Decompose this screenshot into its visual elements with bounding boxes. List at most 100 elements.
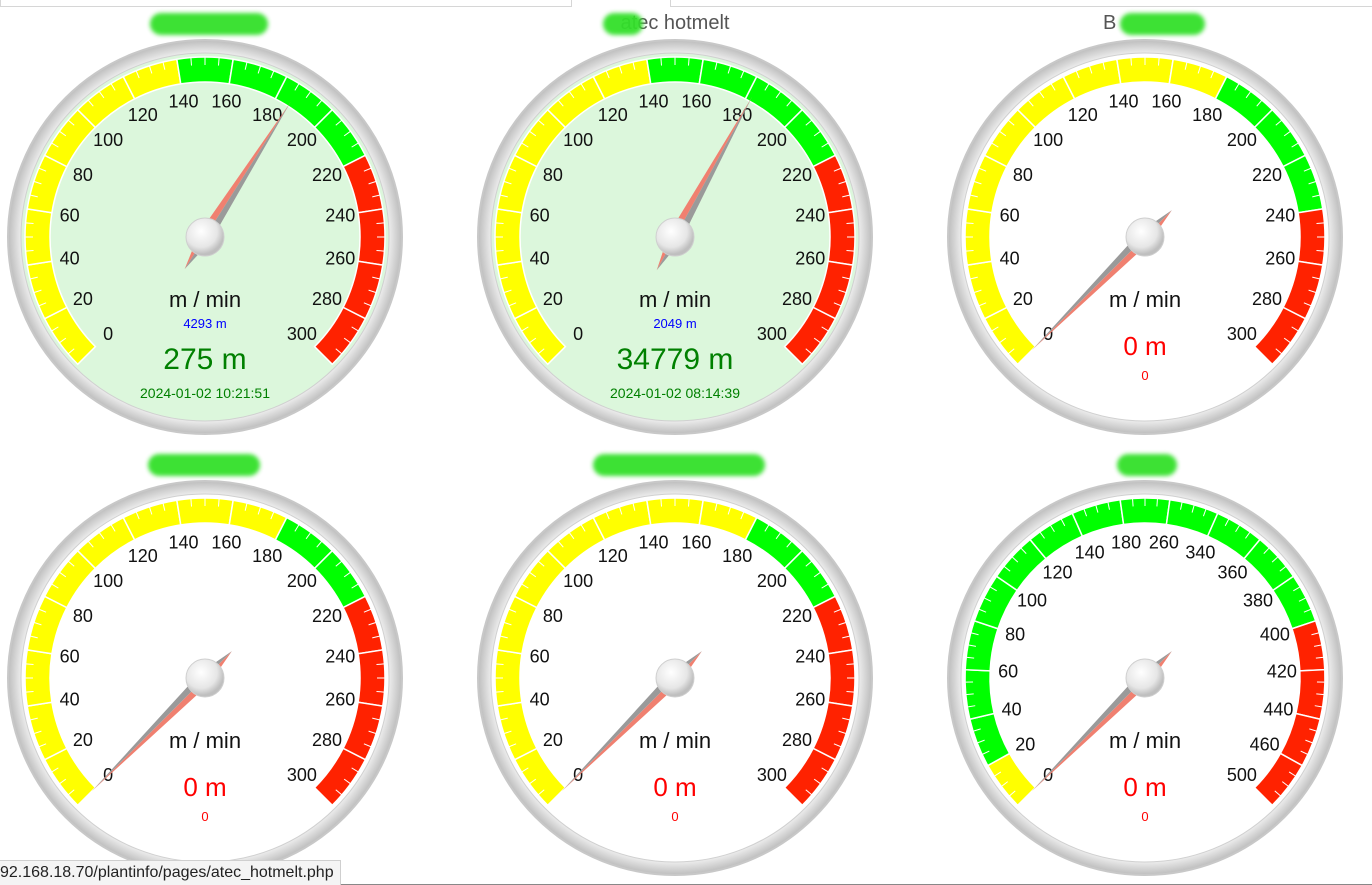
redaction-blur	[593, 454, 765, 476]
minor-tick	[813, 778, 821, 785]
minor-tick	[786, 99, 793, 107]
minor-tick	[98, 532, 105, 540]
minor-tick	[335, 119, 343, 126]
minor-tick	[805, 348, 813, 355]
minor-tick	[135, 70, 140, 79]
unit-label: m / min	[639, 287, 711, 312]
minor-tick	[25, 249, 34, 252]
minor-tick	[495, 222, 504, 225]
tick-label: 180	[722, 546, 752, 566]
tick-label: 140	[639, 533, 669, 553]
minor-tick	[1102, 61, 1106, 70]
minor-tick	[605, 511, 610, 520]
minor-tick	[632, 61, 636, 70]
minor-tick	[775, 532, 782, 540]
minor-tick	[59, 130, 67, 137]
minor-tick	[714, 502, 718, 511]
minor-tick	[51, 326, 59, 332]
minor-tick	[29, 276, 38, 280]
needle-half-light	[184, 101, 291, 270]
tick-label: 260	[795, 248, 825, 268]
minor-tick	[991, 142, 999, 148]
main-value: 0 m	[183, 772, 226, 802]
tick-label: 400	[1260, 624, 1290, 644]
main-value: 0 m	[1123, 772, 1166, 802]
minor-tick	[38, 167, 47, 172]
status-bar-url: 92.168.18.70/plantinfo/pages/atec_hotmel…	[0, 860, 341, 885]
minor-tick	[833, 302, 842, 307]
minor-tick	[1011, 556, 1019, 563]
minor-tick	[1300, 750, 1309, 755]
minor-tick	[568, 532, 575, 540]
tick-label: 20	[543, 730, 563, 750]
tick-label: 260	[1265, 248, 1295, 268]
minor-tick	[363, 302, 372, 307]
minor-tick	[351, 767, 359, 773]
minor-tick	[1008, 790, 1016, 797]
minor-tick	[29, 194, 38, 198]
minor-tick	[508, 743, 517, 748]
minor-tick	[499, 194, 508, 198]
minor-tick	[33, 289, 42, 294]
minor-tick	[335, 789, 343, 796]
minor-tick	[1235, 524, 1241, 533]
needle-hub	[1125, 658, 1165, 698]
minor-tick	[1234, 83, 1240, 91]
tick-label: 220	[1252, 165, 1282, 185]
minor-tick	[87, 99, 94, 107]
minor-tick	[1245, 91, 1252, 99]
redaction-blur	[1117, 454, 1177, 476]
minor-tick	[967, 644, 977, 647]
minor-tick	[257, 65, 262, 74]
minor-tick	[376, 249, 385, 252]
minor-tick	[969, 194, 978, 198]
tick-label: 140	[169, 533, 199, 553]
minor-tick	[363, 743, 372, 748]
tick-label: 180	[1111, 532, 1141, 552]
minor-tick	[368, 621, 377, 626]
tick-label: 240	[325, 647, 355, 667]
minor-tick	[503, 621, 512, 626]
minor-tick	[1191, 504, 1195, 513]
tick-label: 60	[60, 647, 80, 667]
minor-tick	[838, 180, 847, 185]
scale-band-segment	[313, 306, 367, 366]
minor-tick	[1050, 83, 1056, 91]
minor-tick	[1303, 167, 1312, 172]
minor-tick	[537, 348, 545, 355]
minor-tick	[1039, 531, 1045, 539]
scale-band-segment	[313, 747, 367, 807]
minor-tick	[343, 337, 351, 344]
tick-label: 300	[757, 324, 787, 344]
minor-tick	[33, 180, 42, 185]
unit-label: m / min	[169, 728, 241, 753]
minor-tick	[991, 326, 999, 332]
gauge-bezel-ring	[477, 480, 873, 876]
minor-tick	[1283, 130, 1291, 137]
minor-tick	[343, 571, 351, 578]
minor-tick	[687, 57, 690, 66]
tick-label: 20	[543, 289, 563, 309]
tick-label: 460	[1250, 735, 1280, 755]
tick-label: 20	[1013, 289, 1033, 309]
sub-value: 0	[1141, 368, 1148, 383]
tick-label: 300	[287, 765, 317, 785]
scale-band-segment	[783, 306, 837, 366]
scale-band-segment	[1253, 752, 1304, 807]
gauge-bezel-ring	[7, 39, 403, 435]
minor-tick	[521, 142, 529, 148]
tick-label: 380	[1243, 591, 1273, 611]
minor-tick	[38, 302, 47, 307]
minor-tick	[1049, 524, 1055, 533]
minor-tick	[805, 560, 813, 567]
tick-label: 220	[312, 606, 342, 626]
tick-label: 200	[757, 571, 787, 591]
minor-tick	[1038, 91, 1045, 99]
minor-tick	[618, 506, 623, 515]
minor-tick	[842, 717, 851, 721]
minor-tick	[727, 65, 732, 74]
minor-tick	[965, 693, 974, 696]
minor-tick	[537, 119, 545, 126]
minor-tick	[495, 690, 504, 693]
minor-tick	[967, 705, 976, 708]
